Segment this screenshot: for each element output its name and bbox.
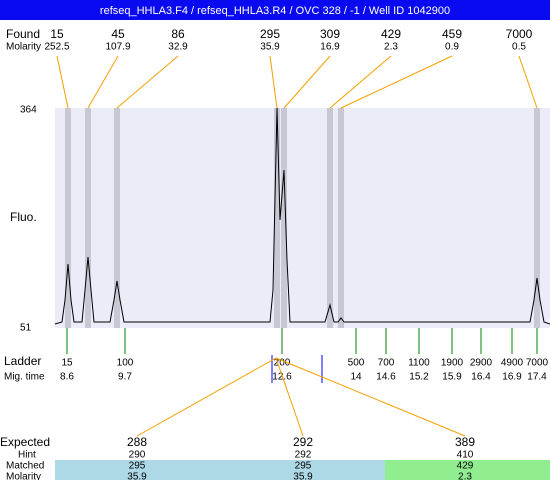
title-bar xyxy=(0,0,550,20)
hint-value: 290 xyxy=(129,450,146,461)
ladder-time: 17.4 xyxy=(527,372,547,383)
found-size: 459 xyxy=(442,27,462,41)
ladder-size: 1100 xyxy=(408,358,430,369)
hint-value: 292 xyxy=(295,450,312,461)
expected-value: 292 xyxy=(293,435,313,449)
expected-link xyxy=(275,357,466,437)
found-molarity: 107.9 xyxy=(105,42,130,53)
matched-bg xyxy=(55,460,385,480)
ladder-time: 15.2 xyxy=(409,372,429,383)
hint-value: 410 xyxy=(457,450,474,461)
peak-link xyxy=(340,55,453,109)
y-label: Fluo. xyxy=(10,210,37,224)
peak-link xyxy=(87,55,119,109)
ladder-time: 14.6 xyxy=(376,372,396,383)
found-size: 86 xyxy=(171,27,185,41)
peak-band xyxy=(338,108,344,328)
peak-band xyxy=(327,108,333,328)
peak-link xyxy=(329,55,392,109)
matched-bg xyxy=(385,460,550,480)
molarity-value: 35.9 xyxy=(293,472,313,480)
found-size: 429 xyxy=(381,27,401,41)
ladder-size: 500 xyxy=(348,358,365,369)
expected-value: 288 xyxy=(127,435,147,449)
matched-value: 295 xyxy=(129,461,146,472)
ladder-size: 100 xyxy=(117,358,134,369)
found-size: 15 xyxy=(50,27,64,41)
ladder-size: 15 xyxy=(61,358,73,369)
found-molarity: 35.9 xyxy=(260,42,280,53)
found-molarity: 252.5 xyxy=(44,42,69,53)
found-molarity: 16.9 xyxy=(320,42,340,53)
peak-band xyxy=(274,108,280,328)
matched-value: 295 xyxy=(295,461,312,472)
ladder-size: 1900 xyxy=(441,358,464,369)
ladder-size: 700 xyxy=(378,358,395,369)
peak-band xyxy=(114,108,120,328)
y-min: 51 xyxy=(20,323,32,334)
peak-band xyxy=(281,108,287,328)
peak-band xyxy=(85,108,91,328)
found-size: 7000 xyxy=(506,27,533,41)
found-size: 45 xyxy=(111,27,125,41)
molarity-label: Molarity xyxy=(6,472,41,480)
peak-link xyxy=(269,55,278,109)
found-molarity: 0.9 xyxy=(445,42,459,53)
matched-value: 429 xyxy=(457,461,474,472)
ladder-size: 200 xyxy=(274,358,291,369)
found-size: 295 xyxy=(260,27,280,41)
trace xyxy=(54,107,550,325)
molarity-label: Molarity xyxy=(6,42,41,53)
peak-link xyxy=(283,55,331,109)
peak-band xyxy=(65,108,71,328)
ladder-label: Ladder xyxy=(4,354,41,368)
molarity-value: 2.3 xyxy=(458,472,472,480)
ladder-time: 8.6 xyxy=(60,372,74,383)
found-size: 309 xyxy=(320,27,340,41)
ladder-size: 7000 xyxy=(526,358,549,369)
expected-value: 389 xyxy=(455,435,475,449)
expected-label: Expected xyxy=(0,435,50,449)
expected-link xyxy=(275,357,304,437)
ladder-time: 15.9 xyxy=(442,372,462,383)
ladder-time: 16.4 xyxy=(471,372,491,383)
ladder-size: 4900 xyxy=(501,358,524,369)
ladder-time: 9.7 xyxy=(118,372,132,383)
found-label: Found xyxy=(6,27,40,41)
molarity-value: 35.9 xyxy=(127,472,147,480)
found-molarity: 0.5 xyxy=(512,42,526,53)
expected-link xyxy=(136,357,277,437)
hint-label: Hint xyxy=(18,450,36,461)
mig-time-label: Mig. time xyxy=(4,372,45,383)
peak-band xyxy=(534,108,540,328)
peak-link xyxy=(116,55,179,109)
peak-link xyxy=(56,55,69,109)
ladder-time: 14 xyxy=(350,372,362,383)
matched-label: Matched xyxy=(6,461,44,472)
plot-area xyxy=(55,108,550,328)
peak-link xyxy=(518,55,538,109)
title: refseq_HHLA3.F4 / refseq_HHLA3.R4 / OVC … xyxy=(100,5,450,17)
ladder-size: 2900 xyxy=(470,358,493,369)
ladder-time: 16.9 xyxy=(502,372,522,383)
found-molarity: 32.9 xyxy=(168,42,188,53)
y-max: 364 xyxy=(20,105,37,116)
found-molarity: 2.3 xyxy=(384,42,398,53)
